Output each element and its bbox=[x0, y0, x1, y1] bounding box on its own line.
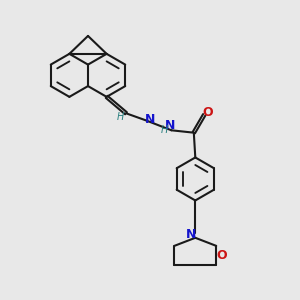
Text: O: O bbox=[202, 106, 213, 119]
Text: N: N bbox=[186, 228, 196, 241]
Text: O: O bbox=[216, 249, 227, 262]
Text: H: H bbox=[117, 112, 124, 122]
Text: N: N bbox=[165, 119, 175, 132]
Text: N: N bbox=[145, 113, 156, 126]
Text: H: H bbox=[161, 125, 169, 135]
